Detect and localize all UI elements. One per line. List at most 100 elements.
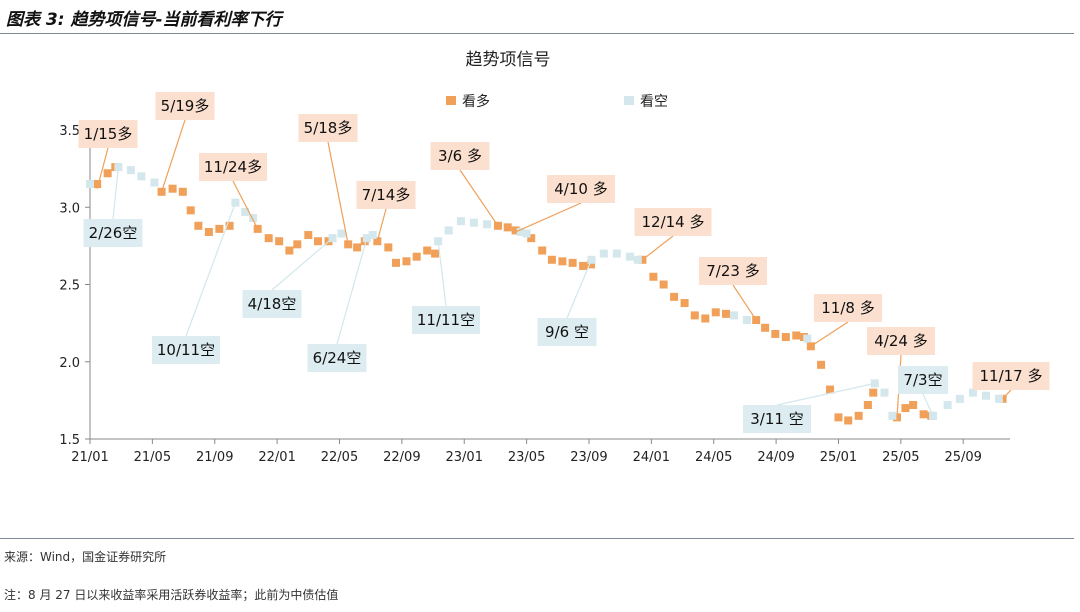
bull-point <box>854 411 863 420</box>
x-tick-label: 25/05 <box>882 450 919 465</box>
bull-label-box <box>155 92 215 120</box>
bull-label-box <box>547 175 615 203</box>
legend-bull-swatch <box>446 96 456 105</box>
bull-point <box>314 237 323 246</box>
source-note: 来源：Wind，国金证券研究所 <box>4 550 167 564</box>
bear-label-box <box>412 306 480 334</box>
x-tick-label: 23/05 <box>508 450 545 465</box>
bull-point <box>781 333 790 342</box>
bull-point <box>384 243 393 252</box>
bull-point <box>503 223 512 232</box>
y-tick-label: 2.0 <box>59 356 80 371</box>
bear-signal-label: 11/11空 <box>417 311 475 329</box>
bull-point <box>353 243 362 252</box>
bull-point <box>412 252 421 261</box>
bull-label-box <box>430 142 490 170</box>
signal-labels: 1/15多 5/19多 11/24多 5/18多 7/14多 3/6 多 4/10 多 12/… <box>78 92 1050 433</box>
bear-point <box>599 249 608 258</box>
bear-point <box>968 388 977 397</box>
bull-point <box>761 323 770 332</box>
bull-point <box>869 388 878 397</box>
label-leader <box>566 259 593 319</box>
x-tick-label: 24/01 <box>633 450 670 465</box>
label-leader <box>459 169 499 227</box>
label-leader <box>732 284 757 321</box>
bull-signal-label: 5/18多 <box>304 119 353 137</box>
x-tick-label: 24/05 <box>695 450 732 465</box>
label-leader <box>232 180 259 230</box>
y-tick-label: 3.0 <box>59 201 80 216</box>
x-tick-label: 22/01 <box>258 450 295 465</box>
bear-point <box>803 334 812 343</box>
label-leader <box>96 147 109 189</box>
bear-signal-label: 9/6 空 <box>545 323 589 341</box>
x-tick-label: 22/05 <box>321 450 358 465</box>
bear-label-box <box>743 405 811 433</box>
bull-point <box>304 231 313 240</box>
bear-label-box <box>152 336 220 364</box>
bull-point <box>168 184 177 193</box>
bear-point <box>337 229 346 238</box>
bull-point <box>670 292 679 301</box>
x-tick-label: 24/09 <box>757 450 794 465</box>
bull-label-box <box>634 208 712 236</box>
bull-point <box>264 234 273 243</box>
bear-signal-label: 7/3空 <box>903 371 942 389</box>
bear-point <box>86 180 94 189</box>
bull-point <box>186 206 195 215</box>
bear-point <box>137 172 146 181</box>
label-leader <box>642 235 674 261</box>
bull-point <box>275 237 284 246</box>
label-leader <box>922 393 934 417</box>
x-tick-label: 21/01 <box>71 450 108 465</box>
bull-point <box>649 272 658 281</box>
bear-point <box>633 255 642 264</box>
bull-point <box>659 280 668 289</box>
bull-signal-label: 11/17 多 <box>980 367 1043 385</box>
bull-point <box>701 314 710 323</box>
bear-point <box>516 227 525 236</box>
label-leader <box>515 202 582 233</box>
x-tick-label: 22/09 <box>383 450 420 465</box>
label-leader <box>1002 389 1012 400</box>
bear-point <box>456 217 465 226</box>
bull-point <box>834 413 843 422</box>
bear-signal-label: 10/11空 <box>157 341 215 359</box>
chart-title: 趋势项信号 <box>466 50 551 70</box>
bull-point <box>178 187 187 196</box>
axes: 1.5 2.0 2.5 3.0 3.5 21/01 21/05 21/09 22/01 22/05… <box>59 124 1010 465</box>
bottom-rule <box>0 538 1074 539</box>
bull-point <box>511 226 520 235</box>
bull-label-box <box>78 120 138 148</box>
bear-point <box>241 207 250 216</box>
bull-label-box <box>972 362 1050 390</box>
bull-point <box>919 410 928 419</box>
label-leader <box>810 321 849 347</box>
legend: 看多 看空 <box>446 93 668 110</box>
bear-signal-label: 6/24空 <box>313 349 362 367</box>
bull-point <box>680 299 689 308</box>
bull-point <box>792 331 801 340</box>
bull-label-box <box>699 257 767 285</box>
y-tick-label: 3.5 <box>59 124 80 139</box>
bull-point <box>909 401 918 410</box>
bull-point <box>215 224 224 233</box>
bear-point <box>368 231 377 240</box>
x-tick-label: 21/05 <box>134 450 171 465</box>
bull-point <box>538 246 547 255</box>
bull-point <box>568 258 577 267</box>
x-tick-label: 23/01 <box>446 450 483 465</box>
x-tick-label: 21/09 <box>196 450 233 465</box>
bear-label-box <box>83 219 143 247</box>
bull-point <box>194 221 203 230</box>
bull-label-box <box>199 153 267 181</box>
bull-signal-label: 11/24多 <box>204 158 262 176</box>
label-leader <box>112 167 119 220</box>
bull-signal-label: 3/6 多 <box>438 147 482 165</box>
bull-point <box>711 308 720 317</box>
bear-point <box>444 226 453 235</box>
bull-signal-label: 7/14多 <box>362 186 411 204</box>
bear-point <box>995 394 1004 403</box>
label-leader <box>185 202 237 337</box>
bull-signal-label: 4/24 多 <box>874 332 927 350</box>
